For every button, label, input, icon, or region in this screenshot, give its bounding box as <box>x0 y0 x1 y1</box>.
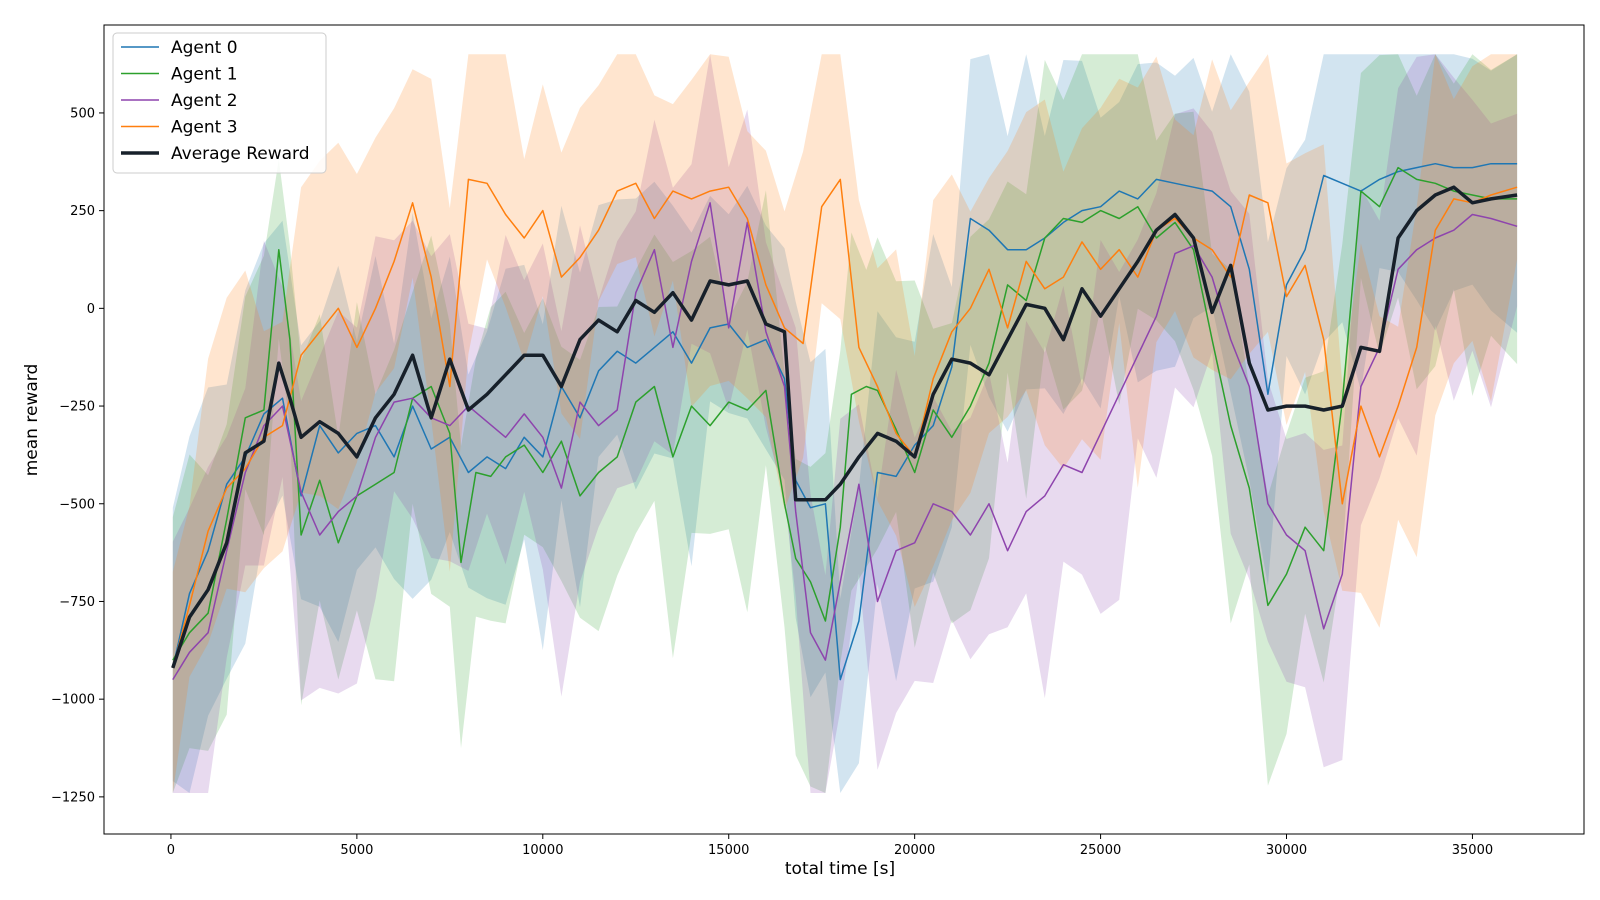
y-tick-label: −250 <box>59 400 95 415</box>
x-tick-label: 25000 <box>1080 843 1121 858</box>
y-tick-label: −500 <box>59 497 95 512</box>
agent-0-line <box>172 162 1518 681</box>
x-axis-label: total time [s] <box>785 859 895 879</box>
x-tick-label: 0 <box>167 843 175 858</box>
agent-1-line <box>172 166 1518 661</box>
agent-1-band <box>172 54 1518 794</box>
agent-0-band <box>172 54 1518 794</box>
y-tick-label: −1250 <box>51 790 95 805</box>
legend-label: Average Reward <box>171 144 310 164</box>
legend: Agent 0 Agent 1 Agent 2 Agent 3 Average Rewa… <box>112 32 327 174</box>
x-tick-label: 5000 <box>340 843 373 858</box>
x-tick-label: 15000 <box>708 843 749 858</box>
legend-label: Agent 0 <box>171 38 238 58</box>
agent-3-band <box>172 54 1518 794</box>
y-tick-label: 0 <box>87 302 95 317</box>
legend-label: Agent 1 <box>171 65 238 85</box>
x-axis: 0 5000 10000 15000 20000 25000 30000 35000 <box>167 834 1493 858</box>
x-tick-label: 35000 <box>1452 843 1493 858</box>
y-tick-label: −750 <box>59 595 95 610</box>
average-reward-line <box>171 185 1518 669</box>
x-tick-label: 20000 <box>894 843 935 858</box>
x-tick-label: 10000 <box>522 843 563 858</box>
y-axis: 500 250 0 −250 −500 −750 −1000 −1250 <box>51 106 104 805</box>
legend-label: Agent 3 <box>171 118 238 138</box>
band-layer <box>172 54 1518 794</box>
line-layer <box>171 162 1518 681</box>
y-tick-label: 250 <box>70 204 95 219</box>
y-axis-label: mean reward <box>22 364 42 477</box>
legend-box <box>112 32 327 174</box>
agent-2-line <box>172 202 1518 680</box>
y-tick-label: −1000 <box>51 693 95 708</box>
x-tick-label: 30000 <box>1266 843 1307 858</box>
legend-label: Agent 2 <box>171 91 238 111</box>
agent-3-line <box>172 178 1518 669</box>
agent-2-band <box>172 54 1518 794</box>
plot-frame <box>103 24 1585 835</box>
y-tick-label: 500 <box>70 106 95 121</box>
